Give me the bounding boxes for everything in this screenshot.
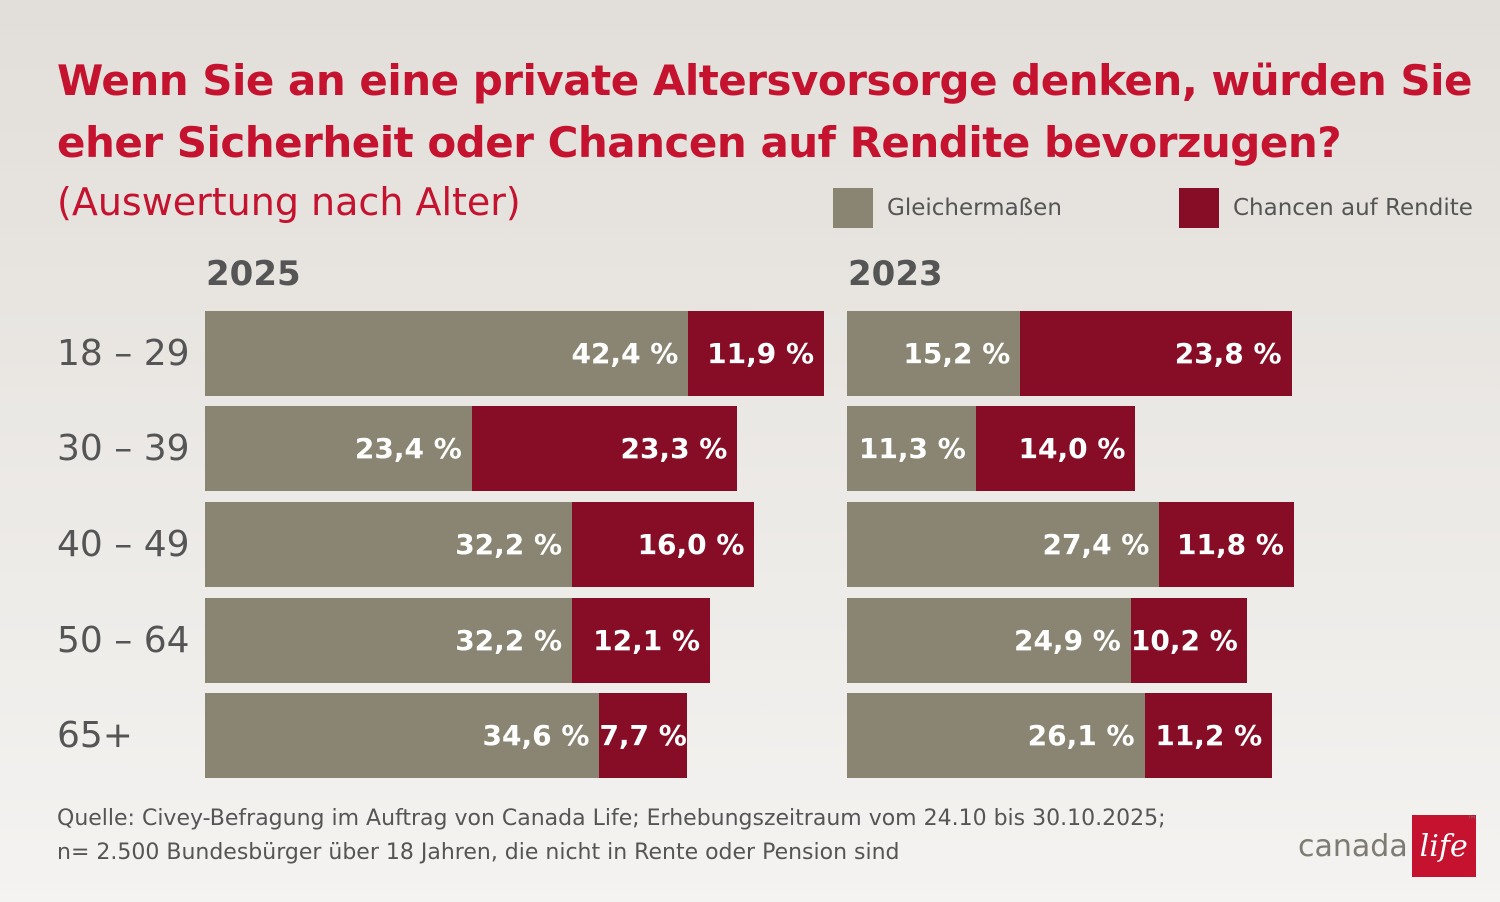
category-label: 50 – 64 (57, 620, 190, 661)
bar-2025-chancen: 16,0 % (572, 502, 755, 587)
category-label: 30 – 39 (57, 428, 190, 469)
bar-2023-chancen: 11,8 % (1159, 502, 1294, 587)
source-note: Quelle: Civey-Befragung im Auftrag von C… (57, 802, 1165, 870)
bar-2025-chancen: 23,3 % (471, 406, 738, 491)
bar-2025-gleichermassen: 32,2 % (205, 598, 573, 683)
category-label: 65+ (57, 715, 133, 756)
legend-swatch (1179, 188, 1219, 228)
chart-subtitle: (Auswertung nach Alter) (57, 180, 521, 224)
bar-2023-gleichermassen: 26,1 % (847, 693, 1145, 778)
legend-label: Gleichermaßen (887, 195, 1062, 221)
legend-label: Chancen auf Rendite (1233, 195, 1473, 221)
bar-2023-chancen: 11,2 % (1144, 693, 1273, 778)
chart-title: Wenn Sie an eine private Altersvorsorge … (57, 56, 1473, 167)
logo-mark: life (1411, 815, 1476, 877)
bar-2023-gleichermassen: 11,3 % (847, 406, 976, 491)
source-line-1: Quelle: Civey-Befragung im Auftrag von C… (57, 806, 1166, 831)
bar-2025-gleichermassen: 32,2 % (205, 502, 573, 587)
bar-2025-chancen: 11,9 % (688, 311, 825, 396)
category-label: 40 – 49 (57, 524, 190, 565)
bar-2023-chancen: 14,0 % (975, 406, 1136, 491)
trademark: ™ (1467, 815, 1477, 826)
panel-year-2023: 2023 (848, 254, 943, 294)
bar-2025-chancen: 7,7 % (599, 693, 688, 778)
legend-swatch (833, 188, 873, 228)
category-label: 18 – 29 (57, 333, 190, 374)
source-line-2: n= 2.500 Bundesbürger über 18 Jahren, di… (57, 840, 900, 865)
bar-2023-gleichermassen: 27,4 % (847, 502, 1160, 587)
bar-2023-gleichermassen: 24,9 % (847, 598, 1131, 683)
canada-life-logo: canada life (1298, 815, 1476, 877)
bar-2025-gleichermassen: 42,4 % (205, 311, 689, 396)
bar-2025-chancen: 12,1 % (572, 598, 711, 683)
legend-item-gleichermassen: Gleichermaßen (833, 188, 1062, 228)
legend-item-chancen: Chancen auf Rendite (1179, 188, 1473, 228)
panel-year-2025: 2025 (206, 254, 301, 294)
bar-2025-gleichermassen: 23,4 % (205, 406, 472, 491)
bar-2025-gleichermassen: 34,6 % (205, 693, 600, 778)
logo-text: canada (1298, 828, 1408, 864)
bar-2023-chancen: 23,8 % (1020, 311, 1292, 396)
bar-2023-gleichermassen: 15,2 % (847, 311, 1021, 396)
bar-2023-chancen: 10,2 % (1130, 598, 1248, 683)
